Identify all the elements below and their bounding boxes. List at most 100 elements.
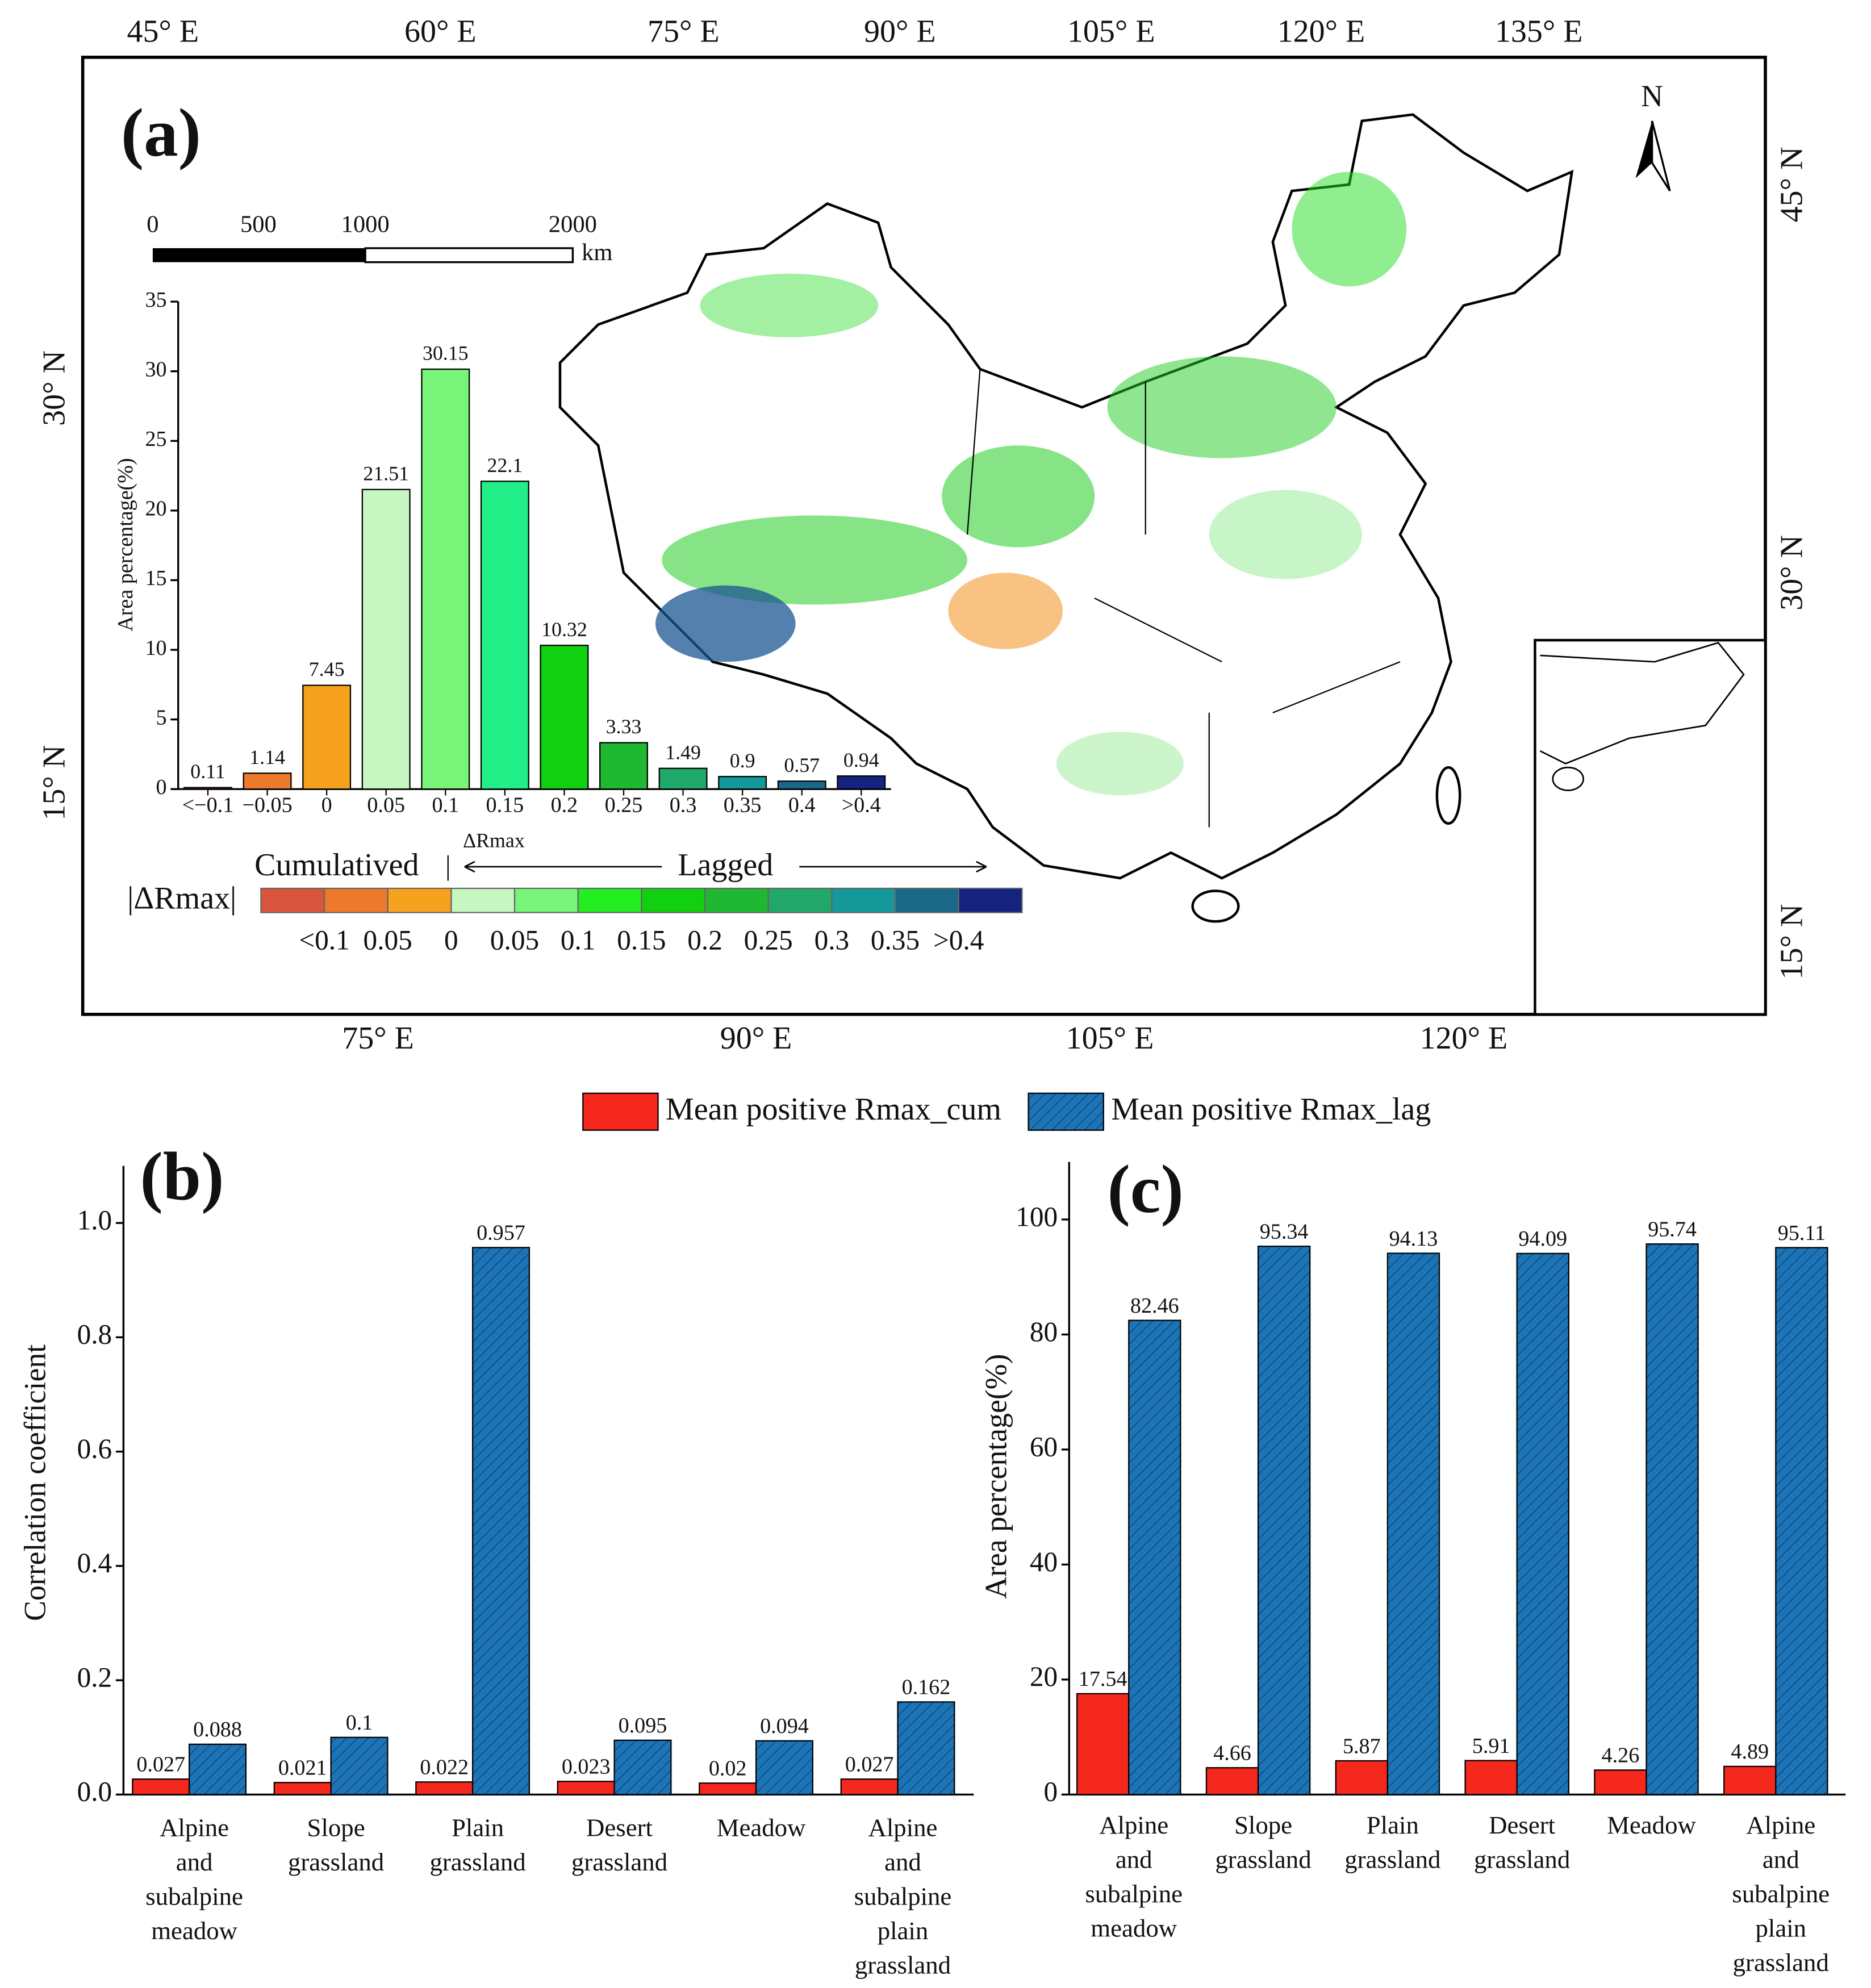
legend-tick-label: 0.15 [617, 925, 666, 956]
inset-frame [1534, 638, 1767, 1016]
bar [1257, 1246, 1311, 1795]
x-tick-label: subalpine [1732, 1880, 1830, 1908]
y-tick-label: 80 [1030, 1316, 1058, 1347]
value-label: 95.74 [1648, 1217, 1697, 1241]
bar [540, 645, 589, 790]
lat-label: 15° N [37, 745, 72, 821]
inset-island [1552, 766, 1584, 791]
bar [243, 772, 292, 790]
bar [658, 767, 708, 790]
lat-label: 30° N [1774, 535, 1809, 611]
lon-label: 75° E [648, 14, 720, 49]
value-label: 17.54 [1079, 1667, 1127, 1691]
legend-cumulated: Cumulatived [254, 847, 419, 883]
bar [777, 780, 826, 790]
panel-label: (b) [140, 1139, 224, 1215]
value-label: 0.095 [619, 1714, 667, 1738]
bar [837, 775, 886, 790]
value-label: 0.94 [843, 749, 879, 771]
x-tick-label: 0 [321, 793, 332, 817]
bar [330, 1736, 389, 1795]
x-tick-label: 0.1 [432, 793, 459, 817]
x-tick-label: Slope [1234, 1811, 1292, 1839]
bar [1128, 1319, 1181, 1795]
scale-bar [152, 248, 366, 262]
x-tick-label: grassland [429, 1848, 525, 1876]
x-tick-label: 0.2 [551, 793, 578, 817]
scale-label: 2000 [549, 211, 597, 238]
x-tick-label: 0.05 [367, 793, 405, 817]
bar [189, 1743, 247, 1795]
bar [599, 742, 648, 790]
bar [1335, 1760, 1388, 1795]
bar [132, 1778, 190, 1795]
bar [1516, 1252, 1569, 1795]
x-tick-label: grassland [1733, 1948, 1829, 1977]
bar [718, 776, 767, 790]
x-tick-label: plain [1755, 1914, 1806, 1942]
north-arrow [1635, 120, 1652, 178]
value-label: 0.088 [193, 1718, 242, 1741]
bar [840, 1778, 899, 1795]
x-tick-label: plain [878, 1916, 929, 1945]
legend-tick-label: <0.1 [299, 925, 349, 956]
north-arrow [1651, 120, 1671, 192]
x-tick-label: Desert [586, 1813, 653, 1841]
legend-tick-label: 0.05 [364, 925, 412, 956]
lon-label: 120° E [1420, 1021, 1508, 1056]
lon-label: 105° E [1066, 1021, 1154, 1056]
bar [1205, 1767, 1259, 1795]
legend-swatch [582, 1092, 659, 1131]
legend-swatch [641, 887, 706, 913]
x-tick-label: grassland [1474, 1845, 1570, 1873]
x-tick-label: Alpine [868, 1813, 938, 1841]
legend-swatch [958, 887, 1023, 913]
value-label: 21.51 [363, 462, 409, 485]
legend-swatch [831, 887, 896, 913]
bar [755, 1740, 813, 1795]
value-label: 0.9 [730, 749, 755, 772]
legend-tick-label: 0.3 [815, 925, 850, 956]
legend-lagged: Lagged [678, 847, 773, 883]
legend-swatch [450, 887, 516, 913]
legend-tick-label: 0.35 [871, 925, 920, 956]
legend-tick-label: 0.1 [561, 925, 596, 956]
bar [361, 488, 411, 790]
value-label: 82.46 [1130, 1294, 1179, 1318]
x-tick-label: subalpine [854, 1882, 952, 1910]
x-tick-label: −0.05 [243, 793, 293, 817]
value-label: 4.26 [1602, 1744, 1640, 1768]
x-tick-label: Plain [452, 1813, 504, 1841]
value-label: 94.13 [1389, 1227, 1438, 1251]
value-label: 0.11 [190, 760, 225, 783]
legend-tick-label: >0.4 [933, 925, 984, 956]
scale-bar [364, 247, 574, 264]
x-tick-label: Slope [307, 1813, 365, 1841]
value-label: 0.027 [845, 1753, 894, 1777]
x-tick-label: Alpine [160, 1813, 229, 1841]
bar [273, 1782, 332, 1795]
y-tick-label: 0 [1043, 1776, 1058, 1807]
y-tick-label: 0.6 [77, 1433, 112, 1464]
value-label: 0.023 [562, 1755, 611, 1779]
value-label: 3.33 [606, 715, 642, 738]
value-label: 5.91 [1472, 1734, 1510, 1758]
y-tick-label: 5 [156, 705, 166, 729]
y-tick-label: 10 [145, 636, 166, 660]
value-label: 95.11 [1778, 1221, 1826, 1245]
value-label: 10.32 [541, 618, 587, 641]
y-axis-label: Area percentage(%) [114, 458, 137, 631]
y-tick-label: 1.0 [77, 1204, 112, 1235]
bar [421, 368, 470, 790]
legend-swatch [323, 887, 389, 913]
north-label: N [1641, 79, 1663, 113]
y-tick-label: 100 [1016, 1201, 1058, 1232]
x-tick-label: 0.35 [724, 793, 762, 817]
value-label: 0.1 [346, 1711, 373, 1735]
x-tick-label: grassland [288, 1848, 384, 1876]
value-label: 1.49 [665, 741, 701, 763]
value-label: 22.1 [487, 454, 523, 477]
value-label: 0.027 [136, 1753, 185, 1777]
x-tick-label: and [1763, 1845, 1799, 1873]
